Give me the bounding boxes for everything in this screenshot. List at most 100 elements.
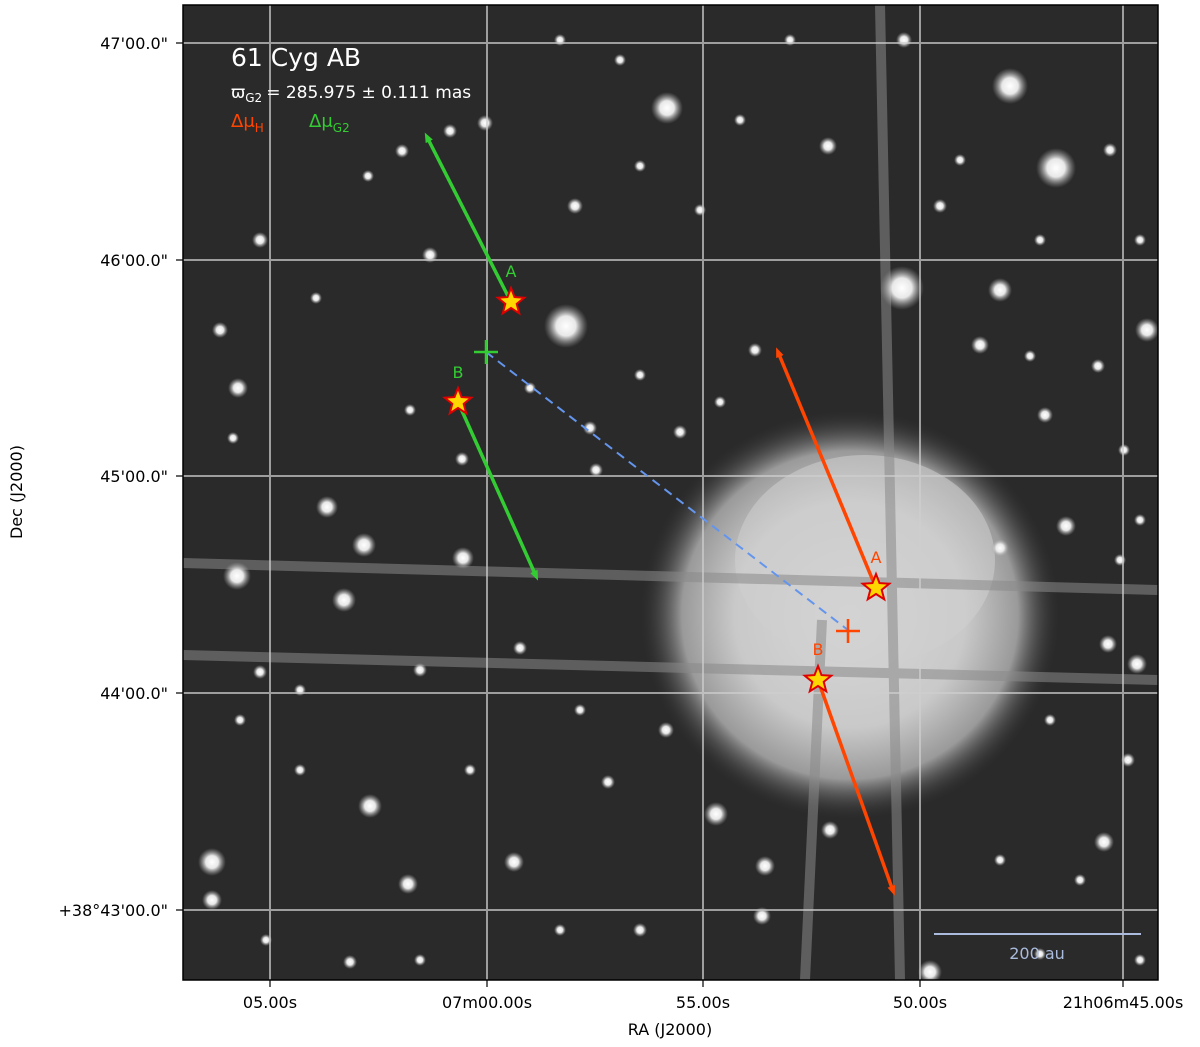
field-star (358, 794, 382, 818)
field-star (734, 114, 746, 126)
field-star (819, 137, 837, 155)
field-star (714, 396, 726, 408)
field-star (332, 588, 356, 612)
field-star (1037, 407, 1053, 423)
hip-barycenter-cross (836, 619, 860, 643)
sky-image: A B A B 61 Cyg AB ϖG2 = 285.975 ± 0.111 m… (183, 5, 1158, 980)
field-star (1127, 654, 1147, 674)
gaia-star-a-label: A (506, 262, 517, 281)
field-star (1091, 359, 1105, 373)
field-star (212, 322, 228, 338)
field-star (1094, 832, 1114, 852)
field-star (992, 68, 1028, 104)
field-star (464, 764, 476, 776)
x-tick-label: 07m00.00s (442, 993, 532, 1012)
gaia-arrow-a (424, 132, 513, 303)
field-star (918, 960, 942, 980)
field-star (694, 204, 706, 216)
field-star (1074, 874, 1086, 886)
field-star (673, 425, 687, 439)
field-star (316, 496, 338, 518)
field-star (1134, 514, 1146, 526)
field-star (477, 115, 493, 131)
field-star (362, 170, 374, 182)
parallax-subscript: G2 (245, 91, 262, 105)
y-tick-label: 45'00.0" (100, 467, 168, 486)
field-star (223, 562, 251, 590)
field-star (991, 539, 1009, 557)
field-star (1034, 948, 1046, 960)
field-star (202, 890, 222, 910)
hip-star-b-marker (802, 663, 834, 694)
field-star (589, 463, 603, 477)
field-star (1024, 350, 1036, 362)
field-star (1044, 714, 1056, 726)
parallax-value: = 285.975 ± 0.111 mas (266, 83, 471, 103)
legend-gaia-sub: G2 (333, 121, 350, 135)
field-star (1121, 753, 1135, 767)
legend-hip-prefix: Δμ (231, 111, 255, 132)
field-star (880, 266, 924, 310)
x-axis-label: RA (J2000) (628, 1020, 712, 1039)
field-star (634, 160, 646, 172)
hip-star-b-label: B (813, 640, 824, 659)
hip-star-a-label: A (871, 548, 882, 567)
field-star (252, 232, 268, 248)
y-axis-label: Dec (J2000) (7, 445, 26, 539)
legend-hip-sub: H (255, 121, 264, 135)
field-star (601, 775, 615, 789)
field-star (504, 852, 524, 872)
hip-arrow-b (816, 679, 896, 896)
parallax-annotation: ϖG2 = 285.975 ± 0.111 mas (231, 83, 471, 105)
x-tick-label: 55.00s (676, 993, 730, 1012)
field-star (1134, 954, 1146, 966)
gaia-arrow-b (456, 401, 539, 581)
legend-gaia-prefix: Δμ (309, 111, 333, 132)
field-star (896, 32, 912, 48)
gaia-barycenter-cross (474, 340, 498, 364)
x-tick-label: 05.00s (243, 993, 297, 1012)
field-stars (198, 32, 1158, 980)
field-star (395, 144, 409, 158)
field-star (933, 199, 947, 213)
field-star (651, 92, 683, 124)
field-star (452, 547, 474, 569)
field-star (988, 278, 1012, 302)
field-star (784, 34, 796, 46)
field-star (398, 874, 418, 894)
field-star (748, 343, 762, 357)
field-star (253, 665, 267, 679)
field-star (524, 382, 536, 394)
x-tick-label: 50.00s (893, 993, 947, 1012)
field-star (544, 304, 588, 348)
field-star (1099, 635, 1117, 653)
field-star (310, 292, 322, 304)
field-star (1036, 148, 1076, 188)
coordinate-grid (183, 5, 1158, 980)
y-tick-label: 46'00.0" (100, 251, 168, 270)
field-star (1114, 554, 1126, 566)
field-star (755, 856, 775, 876)
field-star (583, 421, 597, 435)
field-star (455, 452, 469, 466)
legend-hipparcos: ΔμH (231, 111, 264, 135)
field-star (198, 848, 226, 876)
field-star (753, 907, 771, 925)
field-star (994, 854, 1006, 866)
field-star (821, 821, 839, 839)
field-star (567, 198, 583, 214)
diffraction-spikes (183, 5, 1158, 980)
field-star (352, 533, 376, 557)
field-star (228, 378, 248, 398)
y-tick-label: 44'00.0" (100, 684, 168, 703)
field-star (658, 722, 674, 738)
field-star (634, 369, 646, 381)
field-star (554, 34, 566, 46)
field-star (1034, 234, 1046, 246)
field-star (513, 641, 527, 655)
hip-star-a-marker (860, 571, 892, 602)
field-star (633, 923, 647, 937)
gaia-star-b-label: B (453, 363, 464, 382)
hip-arrow-a (776, 347, 878, 589)
